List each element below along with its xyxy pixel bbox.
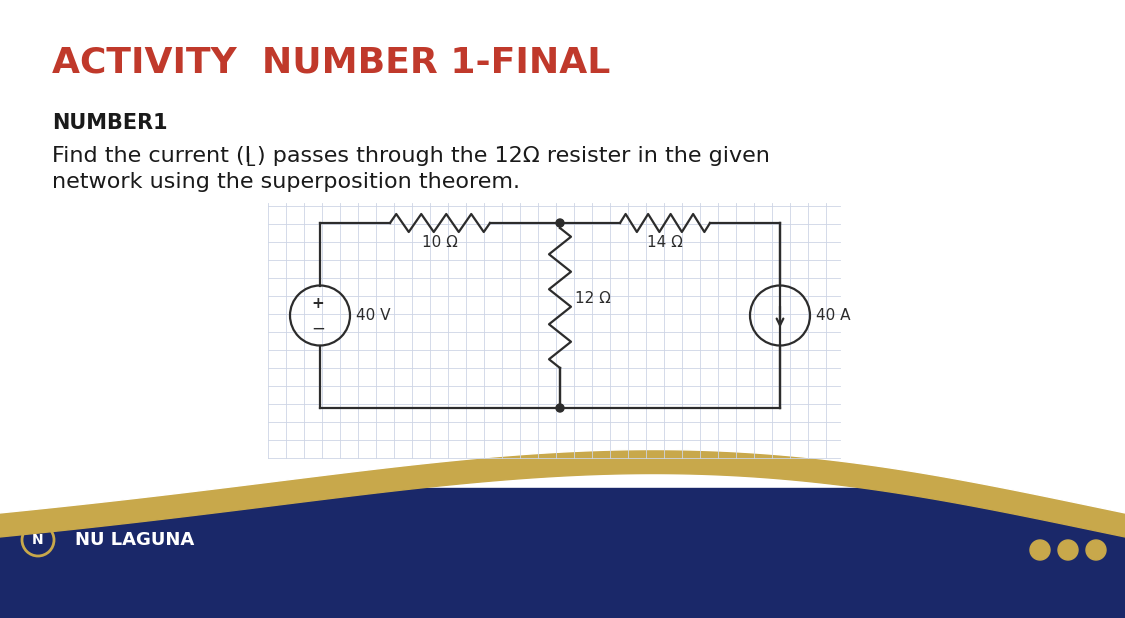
- Circle shape: [1086, 540, 1106, 560]
- Text: NUMBER1: NUMBER1: [52, 113, 168, 133]
- Circle shape: [556, 219, 564, 227]
- Text: N: N: [33, 533, 44, 547]
- Text: Find the current (I: Find the current (I: [52, 146, 251, 166]
- Text: −: −: [310, 320, 325, 337]
- Text: network using the superposition theorem.: network using the superposition theorem.: [52, 172, 520, 192]
- Text: NU LAGUNA: NU LAGUNA: [75, 531, 195, 549]
- Circle shape: [1058, 540, 1078, 560]
- Text: 40 V: 40 V: [356, 308, 390, 323]
- Text: 40 A: 40 A: [816, 308, 850, 323]
- Text: 12 Ω: 12 Ω: [575, 290, 611, 305]
- Circle shape: [1030, 540, 1050, 560]
- Text: 14 Ω: 14 Ω: [647, 234, 683, 250]
- Text: ACTIVITY  NUMBER 1-FINAL: ACTIVITY NUMBER 1-FINAL: [52, 45, 610, 79]
- Circle shape: [556, 404, 564, 412]
- Text: +: +: [312, 296, 324, 311]
- Text: 10 Ω: 10 Ω: [422, 234, 458, 250]
- Text: L: L: [245, 152, 254, 170]
- Text: ) passes through the 12Ω resister in the given: ) passes through the 12Ω resister in the…: [256, 146, 770, 166]
